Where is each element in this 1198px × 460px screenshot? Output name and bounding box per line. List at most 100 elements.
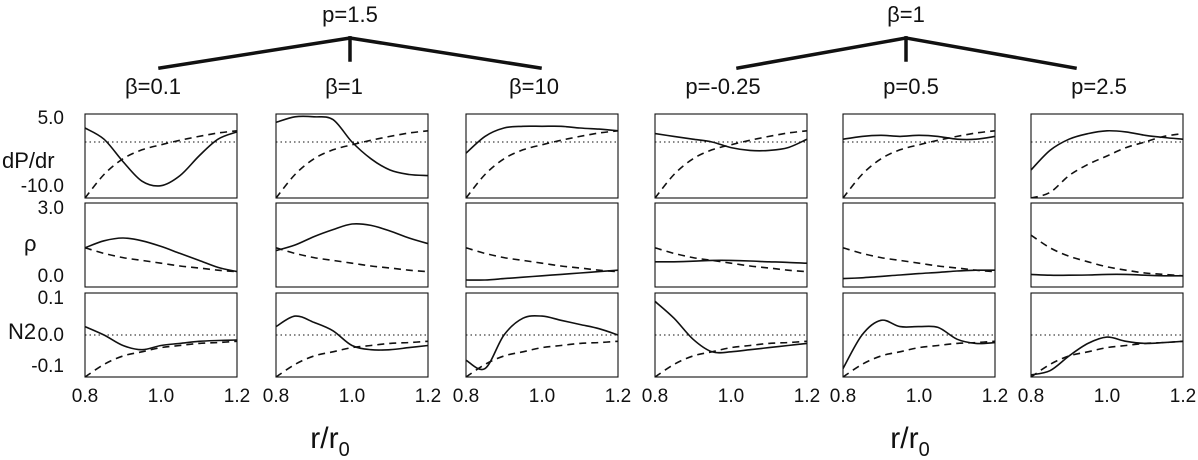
x-tick-label: 0.8 xyxy=(72,386,98,407)
panel-2-dPdr xyxy=(465,113,619,199)
x-axis-label-main: r/r xyxy=(890,422,918,455)
panel-5-rho xyxy=(1030,202,1184,288)
x-tick-label: 1.0 xyxy=(148,386,174,407)
x-tick-label: 1.0 xyxy=(718,386,744,407)
row-label-n2: N2 xyxy=(8,319,36,344)
y-tick-label: -0.1 xyxy=(31,356,64,377)
simulation-curve xyxy=(1031,273,1183,277)
x-axis-label-subscript: 0 xyxy=(919,439,930,460)
reference-curve xyxy=(1031,132,1183,198)
bracket-arm-left xyxy=(735,35,909,71)
panel-4-rho xyxy=(842,202,996,288)
simulation-curve xyxy=(466,269,618,281)
bracket-arm-left xyxy=(157,35,353,71)
reference-curve xyxy=(466,340,618,377)
simulation-curve xyxy=(276,222,428,252)
bracket-arm-right xyxy=(347,35,543,71)
panel-4-N2 xyxy=(842,292,996,378)
column-headers: β=0.1 β=1 β=10 p=-0.25 p=0.5 p=2.5 xyxy=(125,74,1127,99)
simulation-curve xyxy=(276,115,428,177)
x-tick-label: 1.0 xyxy=(906,386,932,407)
x-tick-label: 0.8 xyxy=(642,386,668,407)
panel-3-N2 xyxy=(654,292,808,378)
panel-frame xyxy=(275,113,429,199)
x-tick-label: 1.2 xyxy=(1170,386,1196,407)
x-tick-label: 1.2 xyxy=(415,386,441,407)
panel-frame xyxy=(842,113,996,199)
panel-frame xyxy=(654,292,808,378)
simulation-curve xyxy=(276,315,428,351)
y-tick-label: 0.0 xyxy=(38,325,64,346)
reference-curve xyxy=(655,130,807,198)
panel-5-dPdr xyxy=(1030,113,1184,199)
x-tick-label: 0.8 xyxy=(830,386,856,407)
x-axis-label-subscript: 0 xyxy=(339,439,350,460)
y-tick-label: 0.1 xyxy=(38,288,64,309)
simulation-curve xyxy=(1031,129,1183,171)
simulation-curve xyxy=(85,127,237,187)
reference-curve xyxy=(85,247,237,273)
panel-0-dPdr xyxy=(84,113,238,199)
reference-curve xyxy=(1031,234,1183,277)
column-label: p=-0.25 xyxy=(685,74,760,99)
x-axis-label: r/r0 xyxy=(890,422,929,460)
reference-curve xyxy=(276,247,428,273)
bracket-arm-right xyxy=(903,35,1078,71)
panel-5-N2 xyxy=(1030,292,1184,378)
simulation-curve xyxy=(843,269,995,280)
group-label: p=1.5 xyxy=(322,2,378,27)
simulation-curve xyxy=(466,315,618,371)
panel-3-dPdr xyxy=(654,113,808,199)
simulation-curve xyxy=(655,259,807,264)
group-brackets: p=1.5 β=1 xyxy=(157,2,1078,71)
panel-1-N2 xyxy=(275,292,429,378)
reference-curve xyxy=(85,340,237,377)
simulation-curve xyxy=(655,300,807,354)
panel-frame xyxy=(84,202,238,288)
column-label: p=2.5 xyxy=(1071,74,1127,99)
panel-frame xyxy=(275,292,429,378)
reference-curve xyxy=(276,130,428,198)
x-tick-label: 1.2 xyxy=(794,386,820,407)
panel-frame xyxy=(1030,202,1184,288)
panel-frame xyxy=(842,202,996,288)
x-tick-label: 0.8 xyxy=(453,386,479,407)
simulation-curve xyxy=(466,125,618,154)
panel-1-rho xyxy=(275,202,429,288)
column-label: p=0.5 xyxy=(883,74,939,99)
y-tick-label: -10.0 xyxy=(21,176,64,197)
panel-3-rho xyxy=(654,202,808,288)
panel-2-rho xyxy=(465,202,619,288)
row-label-dpdr: dP/dr xyxy=(2,148,55,173)
panel-frame xyxy=(275,202,429,288)
group-label: β=1 xyxy=(887,2,925,27)
reference-curve xyxy=(466,130,618,198)
simulation-curve xyxy=(843,319,995,369)
x-tick-label: 1.0 xyxy=(529,386,555,407)
panel-frame xyxy=(465,202,619,288)
simulation-curve xyxy=(1031,336,1183,376)
panel-frame xyxy=(654,113,808,199)
x-tick-label: 1.2 xyxy=(982,386,1008,407)
row-label-rho: ρ xyxy=(24,231,37,256)
panel-frame xyxy=(84,292,238,378)
reference-curve xyxy=(466,247,618,273)
reference-curve xyxy=(843,340,995,377)
reference-curve xyxy=(843,247,995,273)
x-tick-label: 0.8 xyxy=(1018,386,1044,407)
x-tick-label: 1.2 xyxy=(224,386,250,407)
panel-1-dPdr xyxy=(275,113,429,199)
y-tick-label: 0.0 xyxy=(38,266,64,287)
simulation-curve xyxy=(655,132,807,152)
panel-frame xyxy=(654,202,808,288)
column-label: β=1 xyxy=(325,74,363,99)
x-axis-label: r/r0 xyxy=(310,422,349,460)
x-tick-label: 1.2 xyxy=(605,386,631,407)
panel-2-N2 xyxy=(465,292,619,378)
reference-curve xyxy=(655,340,807,377)
x-tick-labels: 0.8 1.0 1.2 0.8 1.0 1.2 0.8 1.0 1.2 0.8 1.0 1.2 0.8 1… xyxy=(72,386,1196,407)
x-axis-labels: r/r0 r/r0 xyxy=(310,422,929,460)
reference-curve xyxy=(655,247,807,273)
